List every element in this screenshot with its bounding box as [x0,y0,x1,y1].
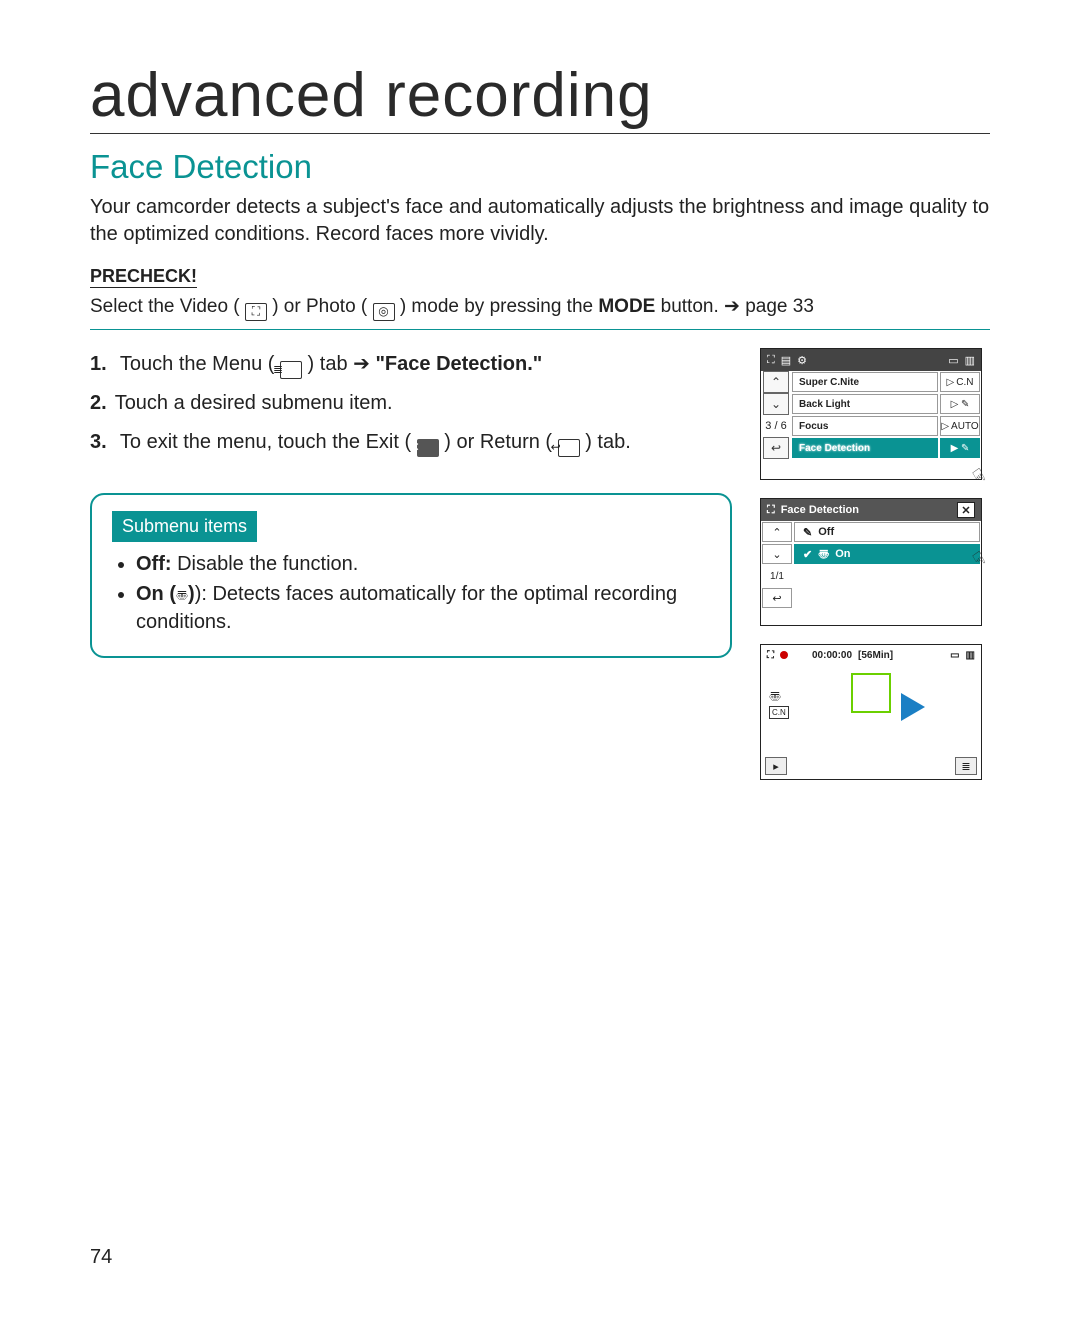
camcorder-icon: ⛶ [767,354,775,367]
video-mode-icon: ⛶ [245,303,267,321]
submenu-off: Off: Disable the function. [136,550,710,578]
exit-tab-icon: ✕ [417,439,439,457]
step-1: Touch the Menu ( ≣ ) tab ➔ "Face Detecti… [90,348,732,381]
recording-screen: ⛶ 00:00:00 [56Min] ▭ ▥ 〠 C.N ▸ ≣ [760,644,982,780]
record-time: 00:00:00 [812,650,852,661]
battery-icon: ▥ [965,354,975,367]
scroll-down-button[interactable]: ⌄ [762,544,792,564]
playback-button[interactable]: ▸ [765,757,787,775]
record-indicator-icon [780,651,788,659]
submenu-on: On (〠)): Detects faces automatically for… [136,580,710,636]
menu-item[interactable]: Focus [792,416,938,436]
step-2: Touch a desired submenu item. [90,387,732,420]
step-text: Touch the Menu ( [120,353,275,375]
option-name: Off: [136,553,172,575]
section-title: Face Detection [90,148,990,186]
touch-hand-icon: ☟ [970,465,990,489]
pager-label: 3 / 6 [761,415,791,437]
menu-item-selected[interactable]: Face Detection [792,438,938,458]
step-3: To exit the menu, touch the Exit ( ✕ ) o… [90,426,732,459]
menu-icon[interactable]: ▤ [781,354,791,367]
camcorder-icon: ⛶ [767,650,774,661]
page-number: 74 [90,1246,112,1269]
menu-item[interactable]: Back Light [792,394,938,414]
return-tab-icon: ↩ [558,439,580,457]
mode-button-label: MODE [598,296,655,317]
return-button[interactable]: ↩ [762,588,792,608]
submenu-title: Face Detection [781,504,859,516]
precheck-text: Select the Video ( [90,296,240,317]
chapter-title: advanced recording [90,60,990,134]
settings-icon[interactable]: ⚙ [797,354,807,367]
menu-button[interactable]: ≣ [955,757,977,775]
menu-target: "Face Detection." [375,353,542,375]
option-off[interactable]: ✎Off [794,522,980,542]
remaining-time: [56Min] [858,650,893,661]
precheck-text: ) mode by pressing the [400,296,599,317]
face-detection-indicator-icon: 〠 [769,689,789,706]
menu-badge: ▷ ✎ [940,394,980,414]
precheck-text: button. [661,296,724,317]
camcorder-icon: ⛶ [767,504,775,517]
step-text: ) or Return ( [444,431,552,453]
menu-screen: ⛶ ▤ ⚙ ▭ ▥ ⌃ Super C.Nite ▷ C.N ⌄ Back Li… [760,348,982,480]
scroll-up-button[interactable]: ⌃ [763,371,789,393]
menu-badge: ▷ C.N [940,372,980,392]
intro-paragraph: Your camcorder detects a subject's face … [90,194,990,248]
option-on-selected[interactable]: ✔〠On [794,544,980,564]
pager-label: 1/1 [762,566,792,586]
face-detection-icon: 〠 [176,589,188,603]
menu-tab-icon: ≣ [280,361,302,379]
option-desc: ): Detects faces automatically for the o… [136,583,677,633]
precheck-text: ) or Photo ( [272,296,367,317]
battery-icon: ▥ [966,650,975,661]
submenu-screen: ⛶ Face Detection ✕ ⌃ ✎Off ⌄ ✔〠On 1/1 [760,498,982,626]
scroll-down-button[interactable]: ⌄ [763,393,789,415]
menu-badge: ▶ ✎ [940,438,980,458]
photo-mode-icon: ◎ [373,303,395,321]
step-text: ) tab [308,353,354,375]
option-desc: Disable the function. [172,553,359,575]
precheck-line: Select the Video ( ⛶ ) or Photo ( ◎ ) mo… [90,294,990,330]
cnite-indicator-icon: C.N [769,706,789,719]
card-icon: ▭ [950,650,959,661]
steps-list: Touch the Menu ( ≣ ) tab ➔ "Face Detecti… [90,348,732,459]
face-box [851,673,891,713]
arrow-icon: ➔ [353,353,370,375]
page-reference: page 33 [745,296,814,317]
precheck-label: PRECHECK! [90,266,197,288]
card-icon: ▭ [948,354,958,367]
precheck-block: PRECHECK! Select the Video ( ⛶ ) or Phot… [90,266,990,330]
menu-item[interactable]: Super C.Nite [792,372,938,392]
submenu-callout: Submenu items Off: Disable the function.… [90,493,732,658]
arrow-icon: ➔ [724,296,740,317]
return-button[interactable]: ↩ [763,437,789,459]
play-icon [901,693,925,721]
scroll-up-button[interactable]: ⌃ [762,522,792,542]
callout-tag: Submenu items [112,511,257,542]
step-text: To exit the menu, touch the Exit ( [120,431,411,453]
step-text: ) tab. [585,431,631,453]
close-button[interactable]: ✕ [957,502,975,518]
option-name: On ( [136,583,176,605]
menu-badge: ▷ AUTO [940,416,980,436]
